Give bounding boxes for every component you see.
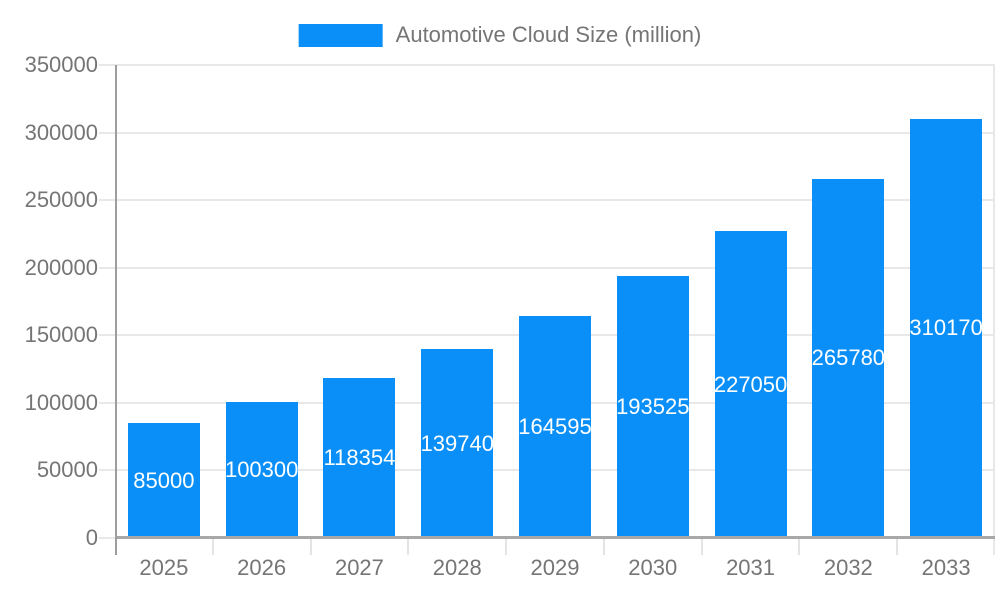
legend: Automotive Cloud Size (million) [298, 22, 702, 48]
x-axis-label-2031: 2031 [726, 555, 776, 580]
x-axis-label-2028: 2028 [432, 555, 482, 580]
bar-2027[interactable]: 118354 [323, 378, 396, 538]
y-axis-tick [99, 64, 115, 66]
bar-2025[interactable]: 85000 [127, 423, 200, 538]
legend-label: Automotive Cloud Size (million) [395, 22, 702, 47]
x-axis-tick [211, 538, 214, 555]
x-axis-tick [700, 538, 703, 555]
bar-2028[interactable]: 139740 [421, 349, 494, 538]
bar-value-label: 193525 [616, 394, 689, 420]
gridline [115, 131, 995, 134]
y-axis-label-150000: 150000 [24, 322, 98, 348]
y-axis-label-50000: 50000 [36, 457, 98, 483]
y-axis-tick [99, 401, 115, 404]
y-axis-label-0: 0 [85, 525, 98, 550]
y-axis-tick [99, 537, 115, 539]
y-axis-line [115, 65, 117, 555]
y-axis-label-350000: 350000 [24, 52, 98, 77]
y-axis-tick [99, 469, 115, 472]
bar-2029[interactable]: 164595 [519, 315, 591, 538]
plot-area: 85000 100300 118354 139740 164595 193525 22705… [99, 64, 995, 555]
gridline [115, 64, 995, 66]
y-axis-tick [99, 131, 115, 134]
bar-2033[interactable]: 310170 [910, 118, 983, 538]
bar-2026[interactable]: 100300 [225, 402, 298, 538]
y-axis-label-300000: 300000 [24, 119, 98, 145]
x-axis-tick [602, 538, 605, 555]
x-axis-tick [505, 538, 508, 555]
plot-right-border [993, 65, 995, 555]
bar-value-label: 265780 [812, 345, 885, 371]
x-axis-label-2030: 2030 [628, 555, 678, 580]
bar-value-label: 227050 [714, 371, 787, 397]
y-axis-label-250000: 250000 [24, 187, 98, 213]
legend-color-swatch [298, 23, 383, 47]
x-axis-label-2033: 2033 [921, 555, 971, 580]
x-axis-tick [798, 538, 801, 555]
bar-2030[interactable]: 193525 [616, 276, 689, 538]
gridline [115, 199, 995, 202]
x-axis-tick [896, 538, 899, 555]
x-axis-label-2032: 2032 [823, 555, 873, 580]
bar-value-label: 100300 [225, 457, 298, 483]
bar-value-label: 139740 [421, 430, 494, 456]
x-axis-line [115, 536, 995, 539]
y-axis-label-200000: 200000 [24, 254, 98, 280]
x-axis-tick [309, 538, 312, 555]
y-axis-tick [99, 199, 115, 202]
bar-2032[interactable]: 265780 [812, 178, 885, 538]
x-axis-label-2026: 2026 [237, 555, 287, 580]
x-axis-tick [407, 538, 410, 555]
gridline [115, 266, 995, 269]
y-axis-label-100000: 100000 [24, 389, 98, 415]
x-axis-label-2029: 2029 [530, 555, 580, 580]
bar-value-label: 118354 [323, 445, 396, 471]
bar-value-label: 164595 [519, 413, 591, 439]
bar-2031[interactable]: 227050 [714, 231, 787, 538]
x-axis-label-2027: 2027 [334, 555, 384, 580]
bar-value-label: 85000 [133, 467, 195, 493]
y-axis-tick [99, 334, 115, 337]
x-axis-label-2025: 2025 [139, 555, 189, 580]
bar-value-label: 310170 [910, 315, 983, 341]
y-axis-tick [99, 266, 115, 269]
